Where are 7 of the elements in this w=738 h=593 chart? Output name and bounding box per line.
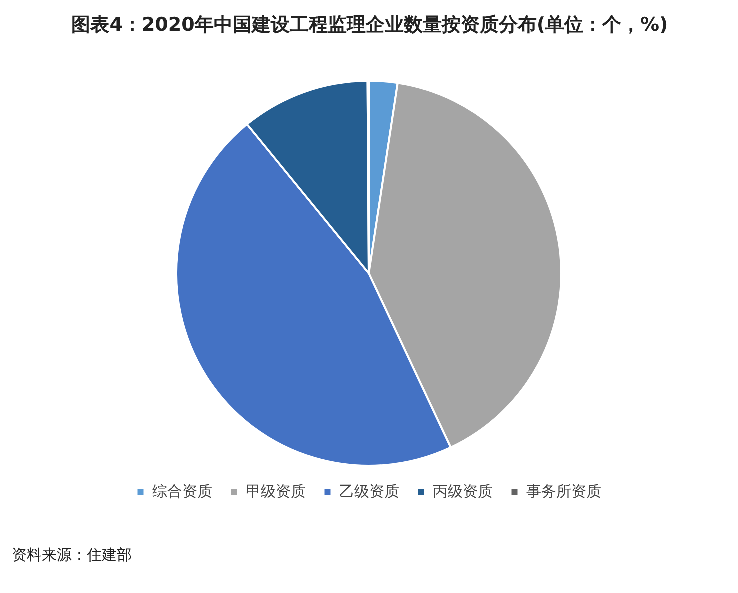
legend-label: 乙级资质 (339, 482, 400, 500)
text: 资料来源：住建部 (12, 546, 132, 565)
legend-label: 事务所资质 (526, 482, 602, 500)
legend-label: 综合资质 (152, 482, 212, 500)
legend-label: 丙级资质 (432, 482, 493, 500)
chart-title: 图表4：2020年中国建设工程监理企业数量按资质分布(单位：个，%) (70, 13, 670, 38)
legend-label: 甲级资质 (246, 482, 306, 500)
